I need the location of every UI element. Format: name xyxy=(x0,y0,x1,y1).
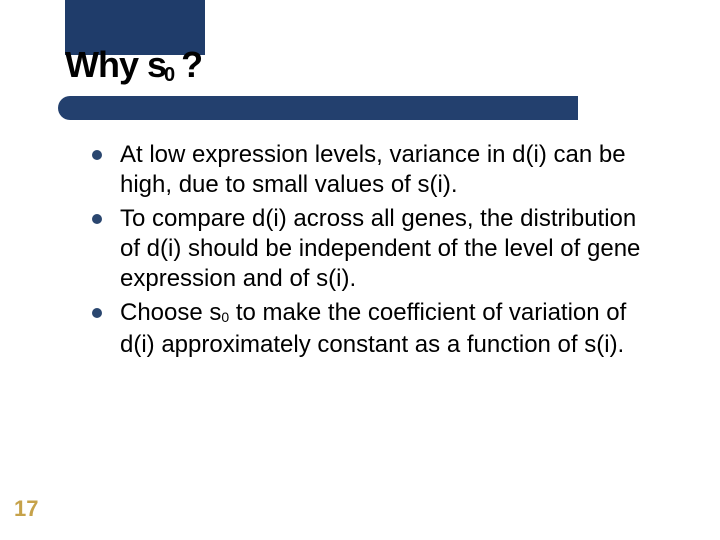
bullet-text: To compare d(i) across all genes, the di… xyxy=(120,204,652,294)
slide-title: Why s0? xyxy=(65,44,203,86)
bullet-text: Choose s0 to make the coefficient of var… xyxy=(120,298,652,360)
slide: Why s0? At low expression levels, varian… xyxy=(0,0,720,540)
title-prefix: Why s xyxy=(65,44,166,85)
page-number: 17 xyxy=(14,496,38,522)
bullet-icon xyxy=(92,308,102,318)
bullet-list: At low expression levels, variance in d(… xyxy=(92,140,652,364)
title-subscript: 0 xyxy=(164,64,175,86)
list-item: To compare d(i) across all genes, the di… xyxy=(92,204,652,294)
list-item: At low expression levels, variance in d(… xyxy=(92,140,652,200)
bullet-sub: 0 xyxy=(221,309,229,325)
bullet-pre: Choose s xyxy=(120,299,221,326)
bullet-text: At low expression levels, variance in d(… xyxy=(120,140,652,200)
bullet-icon xyxy=(92,214,102,224)
title-underline-bar xyxy=(58,96,578,120)
bullet-icon xyxy=(92,150,102,160)
list-item: Choose s0 to make the coefficient of var… xyxy=(92,298,652,360)
title-suffix: ? xyxy=(181,44,203,85)
